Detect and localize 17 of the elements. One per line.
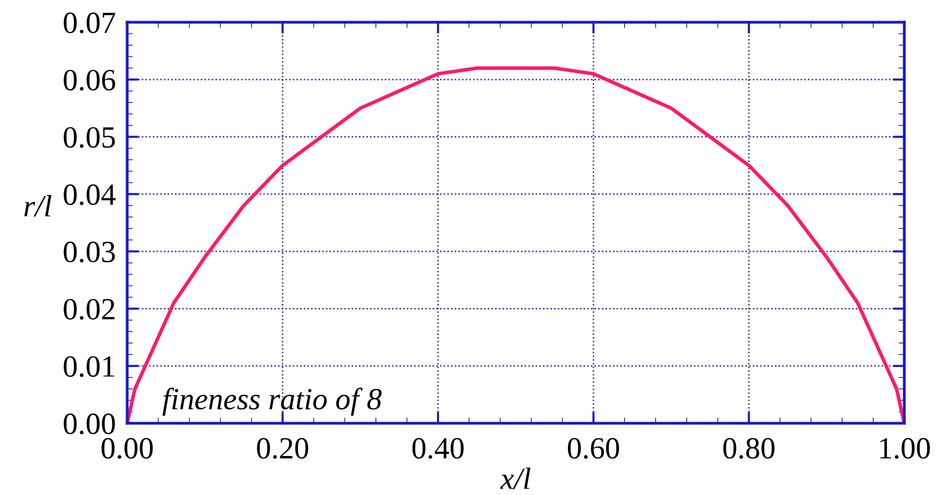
y-tick-label: 0.02 [64, 298, 114, 320]
x-tick-label: 1.00 [880, 438, 930, 459]
x-tick-label: 0.60 [568, 438, 620, 459]
x-tick-label: 0.40 [412, 438, 464, 459]
y-tick-label: 0.01 [64, 356, 114, 377]
x-tick-label: 0.80 [723, 438, 774, 459]
y-tick-label: 0.07 [64, 12, 116, 34]
y-tick-label: 0.04 [64, 184, 116, 206]
x-axis-title: x/l [500, 468, 530, 490]
x-tick-label: 0.20 [257, 438, 308, 459]
x-tick-label: 0.00 [102, 438, 153, 459]
y-tick-label: 0.03 [64, 242, 115, 262]
y-tick-label: 0.05 [64, 127, 115, 148]
y-tick-label: 0.00 [64, 414, 115, 434]
annotation: fineness ratio of 8 [162, 388, 382, 416]
y-axis-title: r/l [24, 195, 52, 217]
y-tick-label: 0.06 [64, 70, 116, 91]
